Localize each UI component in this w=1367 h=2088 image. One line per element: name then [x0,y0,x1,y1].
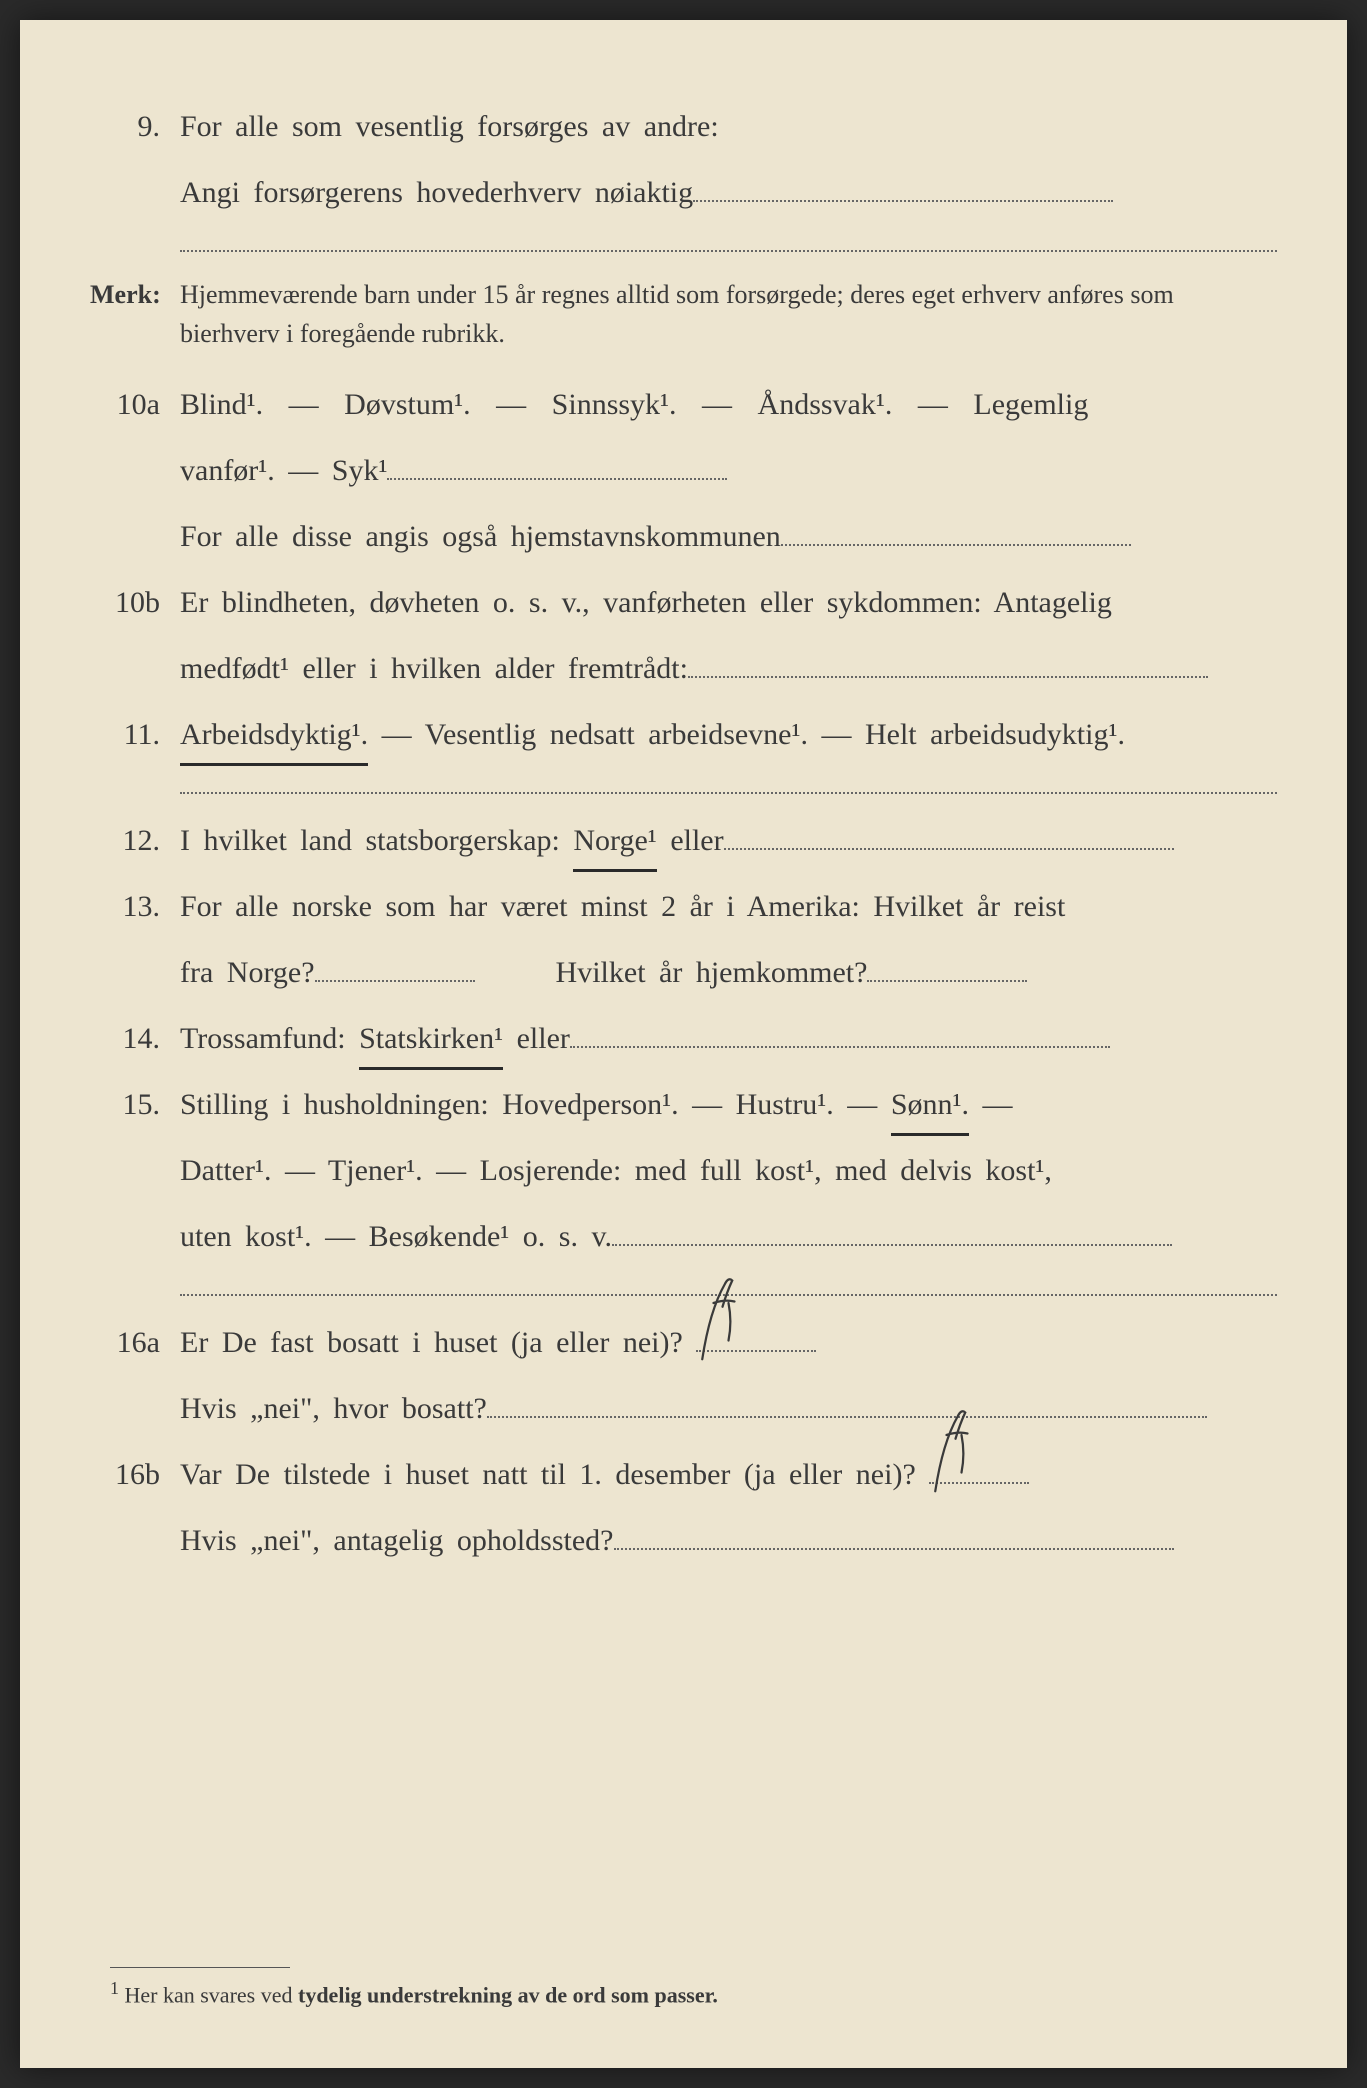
q12-text1: I hvilket land statsborgerskap: [180,824,573,857]
q15-line3: uten kost¹. — Besøkende¹ o. s. v. [180,1220,612,1253]
q14-text2: eller [503,1022,570,1055]
merk-label: Merk: [90,272,180,319]
merk-text: Hjemmeværende barn under 15 år regnes al… [180,275,1277,353]
q16b-blank2 [614,1526,1174,1550]
q13-num: 13. [90,880,180,934]
q13-line1: For alle norske som har været minst 2 år… [180,880,1277,934]
q16a-row2: Hvis „nei", hvor bosatt? [90,1382,1277,1436]
census-form-page: 9. For alle som vesentlig forsørges av a… [20,20,1347,2068]
q16a-num: 16a [90,1316,180,1370]
q14-num: 14. [90,1012,180,1066]
q15-sonn: Sønn¹. [891,1078,969,1132]
q16a-text: Er De fast bosatt i huset (ja eller nei)… [180,1326,683,1359]
q15-line2: Datter¹. — Tjener¹. — Losjerende: med fu… [180,1144,1277,1198]
q16a-line2: Hvis „nei", hvor bosatt? [180,1392,487,1425]
q15-row3: uten kost¹. — Besøkende¹ o. s. v. [90,1210,1277,1264]
q9-line1: For alle som vesentlig forsørges av andr… [180,100,1277,154]
q16a-row1: 16a Er De fast bosatt i huset (ja eller … [90,1316,1277,1370]
footnote-bold: tydelig understrekning av de ord som pas… [298,1982,718,2007]
q10a-blank1 [387,456,727,480]
footnote-sup: 1 [110,1978,119,1998]
q12-blank [724,826,1174,850]
q16b-line2: Hvis „nei", antagelig opholdssted? [180,1524,614,1557]
q11-opt1: Arbeidsdyktig¹. [180,708,368,762]
q14-statskirken: Statskirken¹ [359,1012,503,1066]
q10a-line3: For alle disse angis også hjemstavnskomm… [180,520,781,553]
q10b-row2: medfødt¹ eller i hvilken alder fremtrådt… [90,642,1277,696]
q16b-answer-blank [929,1460,1029,1484]
q12-norge: Norge¹ [573,814,656,868]
q16a-blank2 [487,1394,1207,1418]
q13-line2b: Hvilket år hjemkommet? [556,956,868,989]
q16b-text: Var De tilstede i huset natt til 1. dese… [180,1458,916,1491]
q15-line1b: — [969,1088,1013,1121]
q12-row: 12. I hvilket land statsborgerskap: Norg… [90,814,1277,868]
q9-num: 9. [90,100,180,154]
q12-num: 12. [90,814,180,868]
q13-line2a: fra Norge? [180,956,315,989]
divider-3 [180,1294,1277,1296]
footnote: 1 Her kan svares ved tydelig understrekn… [110,1967,1277,2008]
divider-1 [180,250,1277,252]
q10b-row1: 10b Er blindheten, døvheten o. s. v., va… [90,576,1277,630]
footnote-text: Her kan svares ved [125,1982,299,2007]
q14-blank [570,1024,1110,1048]
footnote-line [110,1967,290,1968]
q10a-row3: For alle disse angis også hjemstavnskomm… [90,510,1277,564]
q9-row1: 9. For alle som vesentlig forsørges av a… [90,100,1277,154]
q11-row: 11. Arbeidsdyktig¹. — Vesentlig nedsatt … [90,708,1277,762]
q14-text1: Trossamfund: [180,1022,359,1055]
q11-num: 11. [90,708,180,762]
q10a-blank2 [781,522,1131,546]
divider-2 [180,792,1277,794]
q14-row: 14. Trossamfund: Statskirken¹ eller [90,1012,1277,1066]
q10a-num: 10a [90,378,180,432]
q16b-row1: 16b Var De tilstede i huset natt til 1. … [90,1448,1277,1502]
q13-row2: fra Norge? Hvilket år hjemkommet? [90,946,1277,1000]
q9-blank [693,178,1113,202]
merk-row: Merk: Hjemmeværende barn under 15 år reg… [90,272,1277,353]
q11-opt2: — Vesentlig nedsatt arbeidsevne¹. — Helt… [368,718,1125,751]
q10b-num: 10b [90,576,180,630]
q13-row1: 13. For alle norske som har været minst … [90,880,1277,934]
q10a-row1: 10a Blind¹. — Døvstum¹. — Sinnssyk¹. — Å… [90,378,1277,432]
q10a-row2: vanfør¹. — Syk¹ [90,444,1277,498]
q9-line2: Angi forsørgerens hovederhverv nøiaktig [180,176,693,209]
q9-row2: Angi forsørgerens hovederhverv nøiaktig [90,166,1277,220]
q10b-blank [688,654,1208,678]
q12-text2: eller [657,824,724,857]
q15-row2: Datter¹. — Tjener¹. — Losjerende: med fu… [90,1144,1277,1198]
q15-line1a: Stilling i husholdningen: Hovedperson¹. … [180,1088,891,1121]
q10a-options: Blind¹. — Døvstum¹. — Sinnssyk¹. — Åndss… [180,378,1277,432]
q10a-options2: vanfør¹. — Syk¹ [180,454,387,487]
handwriting-ja-1 [691,1258,751,1378]
q13-blank2 [867,958,1027,982]
q10b-text2: medfødt¹ eller i hvilken alder fremtrådt… [180,652,688,685]
q16b-row2: Hvis „nei", antagelig opholdssted? [90,1514,1277,1568]
q13-blank1 [315,958,475,982]
q15-num: 15. [90,1078,180,1132]
q16a-answer-blank [696,1328,816,1352]
q10b-text: Er blindheten, døvheten o. s. v., vanfør… [180,576,1277,630]
q15-row1: 15. Stilling i husholdningen: Hovedperso… [90,1078,1277,1132]
q15-blank [612,1222,1172,1246]
q16b-num: 16b [90,1448,180,1502]
